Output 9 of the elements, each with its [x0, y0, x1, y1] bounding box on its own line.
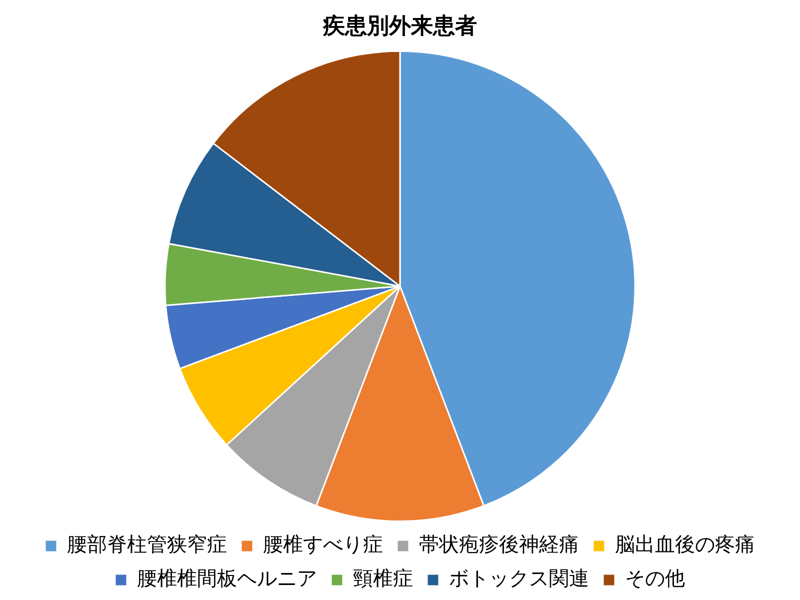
legend-label: 腰部脊柱管狭窄症 — [67, 532, 227, 556]
legend-label: ボトックス関連 — [449, 566, 589, 590]
legend-label: 帯状疱疹後神経痛 — [419, 532, 579, 556]
legend-label: 頸椎症 — [353, 566, 413, 590]
legend-label: 脳出血後の疼痛 — [615, 532, 755, 556]
legend-label: その他 — [625, 566, 685, 590]
chart-title: 疾患別外来患者 — [322, 14, 477, 39]
legend-label: 腰椎椎間板ヘルニア — [137, 566, 317, 590]
legend-label: 腰椎すべり症 — [263, 532, 383, 556]
